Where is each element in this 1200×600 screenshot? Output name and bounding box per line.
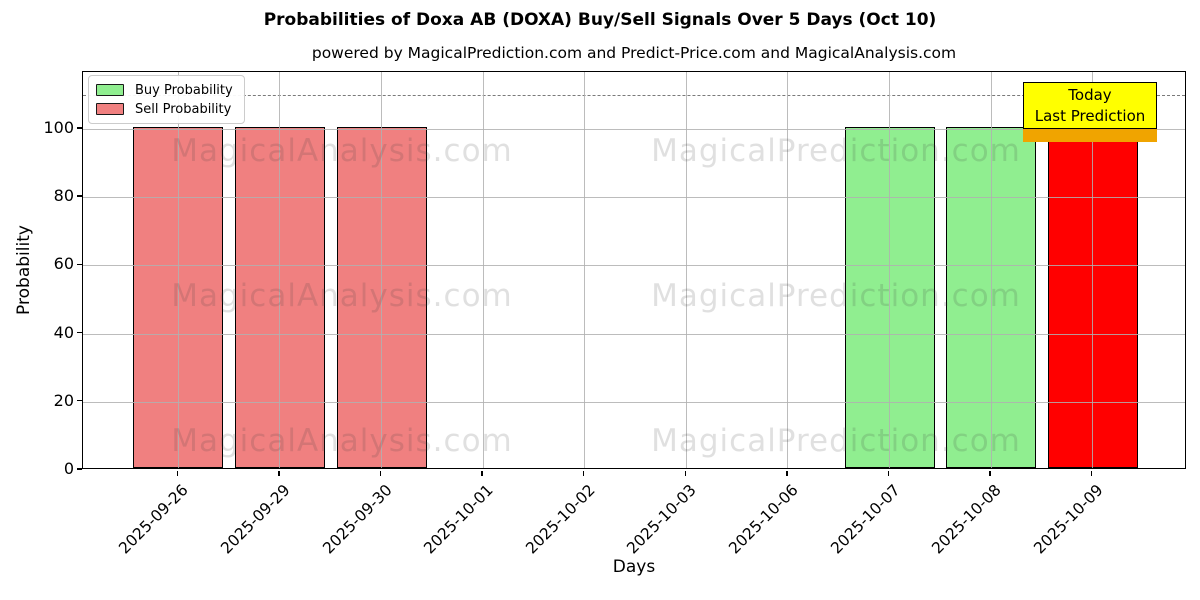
watermark-text: MagicalAnalysis.com bbox=[171, 133, 513, 169]
watermark-text: MagicalPrediction.com bbox=[651, 133, 1021, 169]
x-tick-mark bbox=[379, 470, 382, 476]
y-gridline bbox=[83, 265, 1185, 267]
y-tick-label: 60 bbox=[53, 254, 74, 274]
x-tick-mark bbox=[684, 470, 686, 476]
buy-probability-swatch bbox=[96, 84, 124, 96]
x-tick-mark bbox=[481, 470, 483, 476]
x-gridline bbox=[482, 72, 484, 468]
y-tick-mark bbox=[77, 468, 82, 470]
x-gridline bbox=[279, 72, 281, 468]
dashed-guide-line bbox=[83, 94, 1185, 96]
y-gridline bbox=[83, 333, 1185, 335]
sell-probability-swatch bbox=[96, 103, 124, 115]
y-tick-label: 40 bbox=[53, 322, 74, 342]
y-tick-mark bbox=[77, 263, 82, 266]
x-tick-mark bbox=[583, 470, 585, 476]
chart-legend: Buy Probability Sell Probability bbox=[88, 75, 245, 124]
x-gridline bbox=[685, 72, 687, 468]
x-gridline bbox=[381, 72, 382, 468]
x-gridline bbox=[889, 72, 890, 468]
chart-subtitle: powered by MagicalPrediction.com and Pre… bbox=[311, 44, 957, 62]
annotation-line-last-prediction: Last Prediction bbox=[1034, 106, 1146, 125]
x-tick-mark bbox=[786, 470, 788, 476]
plot-area: Today Last Prediction MagicalAnalysis.co… bbox=[82, 71, 1186, 469]
watermark-text: MagicalAnalysis.com bbox=[171, 278, 513, 314]
y-tick-label: 0 bbox=[63, 459, 74, 478]
annotation-line-today: Today bbox=[1068, 86, 1112, 104]
y-tick-label: 80 bbox=[53, 186, 74, 206]
x-tick-mark bbox=[278, 470, 280, 476]
legend-row-buy: Buy Probability bbox=[96, 82, 236, 98]
y-tick-mark bbox=[77, 195, 82, 197]
y-gridline bbox=[83, 401, 1185, 403]
watermark-text: MagicalAnalysis.com bbox=[171, 423, 513, 459]
y-gridline bbox=[83, 197, 1185, 199]
annotation-shadow bbox=[1023, 129, 1157, 142]
legend-row-sell: Sell Probability bbox=[96, 101, 236, 117]
y-tick-mark bbox=[77, 331, 82, 334]
x-axis-label: Days bbox=[612, 557, 656, 577]
x-tick-mark bbox=[176, 470, 178, 476]
x-gridline bbox=[787, 72, 789, 468]
watermark-text: MagicalPrediction.com bbox=[651, 278, 1021, 314]
x-gridline bbox=[1092, 72, 1094, 468]
chart-title: Probabilities of Doxa AB (DOXA) Buy/Sell… bbox=[263, 10, 937, 30]
x-gridline bbox=[177, 72, 179, 468]
buy-probability-label: Buy Probability bbox=[135, 82, 233, 98]
today-annotation: Today Last Prediction bbox=[1023, 82, 1157, 129]
sell-probability-label: Sell Probability bbox=[135, 101, 232, 117]
y-tick-mark bbox=[77, 400, 82, 402]
y-gridline bbox=[83, 128, 1185, 130]
x-gridline bbox=[584, 72, 586, 468]
x-tick-mark bbox=[989, 470, 991, 476]
x-tick-mark bbox=[887, 470, 890, 476]
y-tick-label: 20 bbox=[53, 390, 74, 410]
watermark-text: MagicalPrediction.com bbox=[651, 423, 1021, 459]
x-tick-mark bbox=[1091, 470, 1093, 476]
x-gridline bbox=[990, 72, 992, 468]
y-tick-mark bbox=[77, 127, 82, 129]
y-tick-label: 100 bbox=[43, 117, 74, 137]
